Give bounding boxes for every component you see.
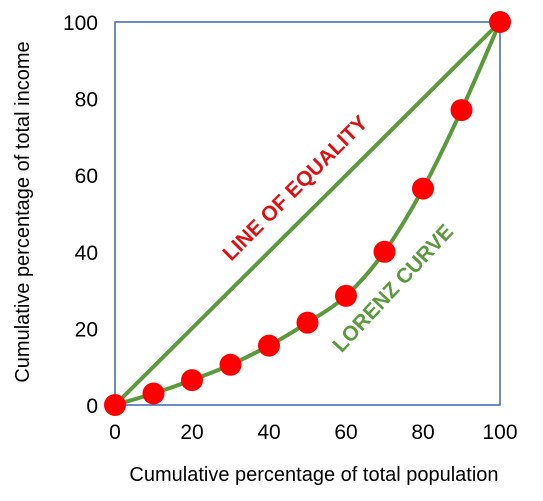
series-layer [113, 20, 502, 407]
x-tick-label: 60 [334, 421, 357, 444]
x-tick-label: 0 [109, 421, 121, 444]
plot-frame [114, 21, 501, 406]
lorenz-data-point [335, 284, 357, 307]
lorenz-data-point [219, 353, 242, 376]
lorenz-data-point [296, 311, 319, 334]
x-axis-title: Cumulative percentage of total populatio… [129, 464, 498, 486]
x-tick-label: 20 [180, 421, 203, 444]
y-tick-labels: 0 20 40 60 80 100 [63, 12, 98, 418]
y-tick-label: 40 [75, 242, 98, 265]
x-tick-labels: 0 20 40 60 80 100 [109, 421, 517, 444]
lorenz-data-point [489, 11, 511, 33]
y-tick-label: 80 [75, 89, 98, 112]
lorenz-data-point [450, 99, 473, 122]
y-tick-label: 60 [75, 165, 98, 188]
lorenz-data-point [373, 240, 396, 263]
y-axis-title: Cumulative percentage of total income [12, 41, 34, 382]
line-of-equality-label: LINE OF EQUALITY [218, 111, 372, 265]
x-tick-label: 40 [257, 421, 280, 444]
lorenz-data-point [142, 382, 165, 405]
marker-layer [104, 11, 511, 416]
lorenz-data-point [181, 369, 203, 392]
y-tick-label: 100 [63, 12, 98, 35]
y-tick-label: 0 [86, 395, 98, 418]
lorenz-data-point [412, 177, 434, 200]
lorenz-data-point [104, 394, 126, 416]
line-of-equality [113, 20, 502, 407]
y-tick-label: 20 [75, 318, 98, 341]
x-tick-label: 80 [411, 421, 434, 444]
x-tick-label: 100 [482, 421, 517, 444]
lorenz-data-point [258, 334, 280, 357]
